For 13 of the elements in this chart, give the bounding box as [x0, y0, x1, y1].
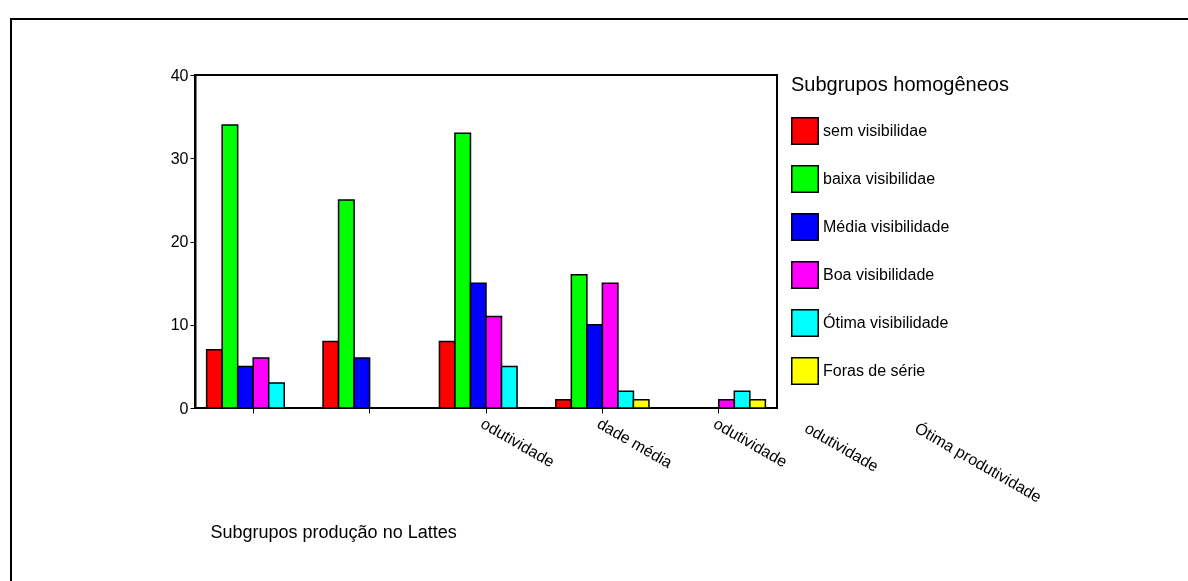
y-tick-label: 0 [179, 399, 189, 417]
y-tick-label: 30 [170, 149, 189, 167]
y-tick-label: 40 [170, 66, 189, 84]
legend-label: Boa visibilidade [823, 266, 935, 283]
y-tick-label: 10 [170, 316, 189, 334]
legend-label: baixa visibilidae [823, 170, 936, 187]
legend-title: Subgrupos homogêneos [791, 73, 1009, 95]
legend-label: Foras de série [823, 362, 926, 379]
y-tick-label: 20 [170, 233, 189, 250]
legend-label: Ótima visibilidade [823, 313, 949, 331]
x-axis-title: Subgrupos produção no Lattes [210, 521, 457, 542]
legend-label: Média visibilidade [823, 218, 950, 235]
legend-label: sem visibilidae [823, 122, 928, 139]
